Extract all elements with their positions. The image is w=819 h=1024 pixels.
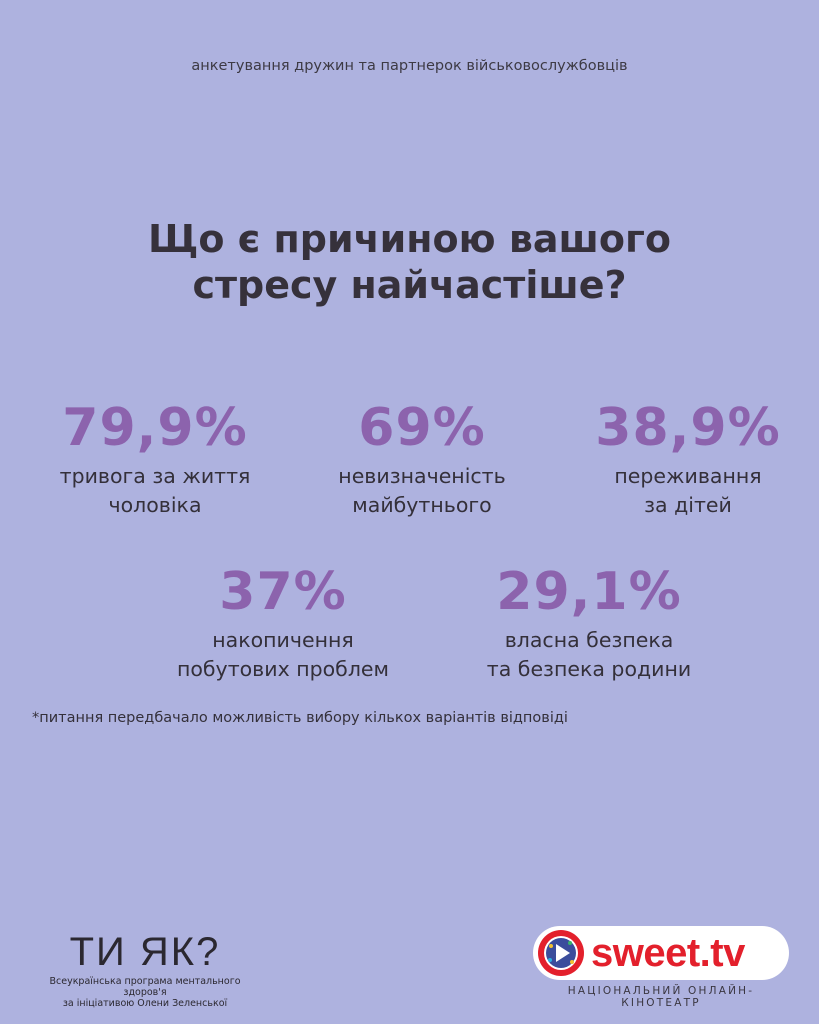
tiyak-logo: ТИ ЯК? Всеукраїнська програма ментальног…	[30, 928, 260, 1009]
stat-percent: 29,1%	[496, 562, 682, 622]
sweettv-logo: sweet.tv	[533, 926, 789, 980]
stat-percent: 37%	[219, 562, 347, 622]
sweettv-wordmark: sweet.tv	[591, 931, 745, 975]
stat-label-line: накопичення	[212, 628, 354, 652]
tiyak-logo-mark: ТИ ЯК?	[69, 930, 221, 974]
stat-percent: 38,9%	[595, 398, 781, 458]
stat-percent: 79,9%	[62, 398, 248, 458]
question-line-2: стресу найчастіше?	[192, 263, 627, 307]
tiyak-logo-line: Всеукраїнська програма ментального здоро…	[49, 976, 241, 998]
sweettv-play-icon	[538, 930, 584, 976]
stat-label-line: чоловіка	[108, 493, 202, 517]
stat-percent: 69%	[358, 398, 486, 458]
stat-uncertainty-future: 69% невизначеність майбутнього	[292, 398, 552, 520]
tiyak-logo-line: за ініціативою Олени Зеленської	[62, 998, 228, 1009]
stat-own-safety: 29,1% власна безпека та безпека родини	[438, 562, 740, 684]
stat-label: тривога за життя чоловіка	[24, 462, 286, 520]
stat-label-line: власна безпека	[504, 628, 674, 652]
question-heading: Що є причиною вашого стресу найчастіше?	[0, 216, 819, 308]
stat-label-line: тривога за життя	[59, 464, 251, 488]
stat-label: переживання за дітей	[566, 462, 810, 520]
stat-label: невизначеність майбутнього	[292, 462, 552, 520]
stat-anxiety-husband: 79,9% тривога за життя чоловіка	[24, 398, 286, 520]
question-line-1: Що є причиною вашого	[148, 217, 671, 261]
stat-label-line: переживання	[614, 464, 762, 488]
stat-worry-children: 38,9% переживання за дітей	[566, 398, 810, 520]
stat-label-line: побутових проблем	[176, 657, 390, 681]
stat-label: накопичення побутових проблем	[142, 626, 424, 684]
stat-label-line: та безпека родини	[486, 657, 692, 681]
survey-subtitle: анкетування дружин та партнерок військов…	[191, 58, 628, 74]
stat-label-line: за дітей	[644, 493, 732, 517]
sweettv-tagline: НАЦІОНАЛЬНИЙ ОНЛАЙН-КІНОТЕАТР	[567, 985, 755, 1009]
stat-label-line: майбутнього	[352, 493, 492, 517]
stat-label-line: невизначеність	[338, 464, 506, 488]
stat-household-problems: 37% накопичення побутових проблем	[142, 562, 424, 684]
stat-label: власна безпека та безпека родини	[438, 626, 740, 684]
footnote: *питання передбачало можливість вибору к…	[32, 710, 568, 726]
